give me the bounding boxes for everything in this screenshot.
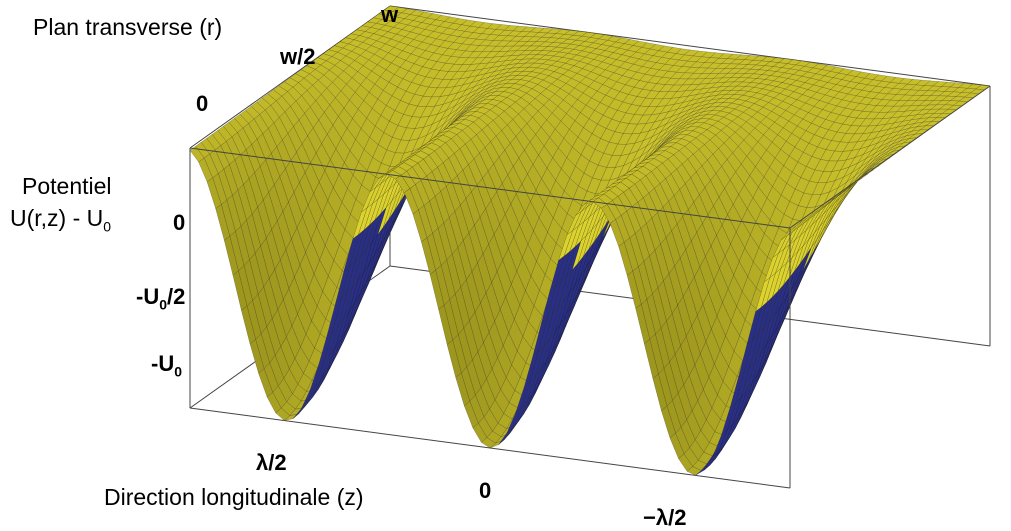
z-axis-title: Direction longitudinale (z): [104, 484, 364, 510]
u-tick-minus-half-sub: 0: [159, 296, 168, 313]
z-tick-0: 0: [479, 478, 492, 503]
box-front-edge: [189, 147, 791, 229]
r-tick-w-half: w/2: [280, 44, 316, 69]
z-tick-minus-lambda-half: −λ/2: [643, 505, 687, 530]
u-axis-title-line1: Potentiel: [22, 173, 112, 199]
u-tick-minus-full: -U0: [151, 351, 182, 379]
u-tick-minus-half: -U0/2: [136, 284, 185, 312]
r-tick-w: w: [381, 2, 399, 27]
box-back-edge: [389, 5, 991, 87]
u-axis-title-main: U(r,z) - U: [10, 205, 104, 231]
potential-surface: [189, 5, 991, 476]
z-tick-lambda-half: λ/2: [256, 450, 287, 475]
u-tick-minus-half-post: /2: [167, 284, 186, 309]
u-tick-minus-full-main: -U: [151, 351, 175, 376]
r-axis-title: Plan transverse (r): [33, 14, 223, 40]
surface-cell: [781, 226, 796, 240]
u-tick-minus-full-sub: 0: [174, 363, 183, 380]
box-front-edge: [189, 407, 791, 489]
u-axis-title-line2: U(r,z) - U0: [10, 205, 111, 235]
box-front-edge: [789, 85, 991, 229]
r-tick-0: 0: [196, 91, 209, 116]
u-axis-title-sub: 0: [103, 218, 112, 235]
bounding-box-front: [189, 85, 991, 489]
u-tick-0: 0: [173, 210, 186, 235]
u-tick-minus-half-main: -U: [136, 284, 160, 309]
